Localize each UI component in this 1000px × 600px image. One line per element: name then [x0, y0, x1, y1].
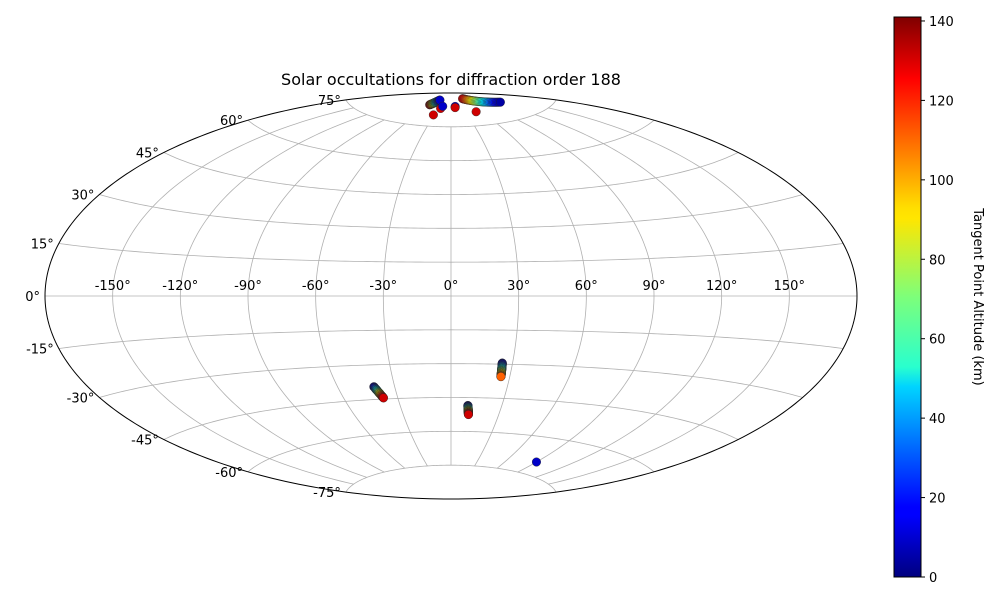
parallel-gridline: [58, 329, 844, 349]
colorbar-gradient: [893, 16, 922, 578]
colorbar-tick-label: 60: [929, 333, 946, 348]
parallel-gridline: [345, 99, 557, 128]
longitude-tick-label: 0°: [444, 279, 459, 294]
colorbar-label: Tangent Point Altitude (km): [970, 207, 985, 385]
latitude-tick-label: -15°: [26, 343, 54, 358]
occultation-point: [378, 393, 388, 403]
parallel-gridline: [99, 363, 803, 398]
occultation-point: [463, 410, 473, 420]
chart-title: Solar occultations for diffraction order…: [281, 70, 621, 89]
longitude-tick-label: -120°: [162, 279, 198, 294]
parallel-gridline: [247, 430, 655, 473]
parallel-gridline: [163, 152, 739, 195]
colorbar: 0 20 40 60 80 100 120 140 Tangent Point Altitud…: [893, 15, 985, 586]
occultation-point: [428, 110, 438, 120]
colorbar-tick-label: 20: [929, 492, 946, 507]
colorbar-tick-label: 140: [929, 15, 954, 30]
latitude-tick-label: 30°: [71, 189, 94, 204]
occultation-point: [531, 457, 541, 467]
parallel-gridline: [247, 119, 655, 162]
latitude-tick-label: -60°: [215, 466, 243, 481]
occultation-point: [495, 97, 505, 107]
points-layer: [369, 94, 541, 467]
parallel-gridline: [58, 243, 844, 263]
map-outline: [44, 92, 858, 500]
latitude-tick-label: 15°: [31, 238, 54, 253]
longitude-tick-label: -60°: [302, 279, 330, 294]
colorbar-tick-label: 80: [929, 253, 946, 268]
latitude-tick-labels: 75° 60° 45° 30° 15° 0° -15° -30° -45° -60° -75°: [25, 94, 341, 501]
longitude-tick-label: 60°: [575, 279, 598, 294]
longitude-tick-label: -30°: [369, 279, 397, 294]
occultation-point: [438, 101, 448, 111]
latitude-tick-label: 60°: [220, 114, 243, 129]
latitude-tick-label: -45°: [131, 434, 159, 449]
colorbar-tick-label: 40: [929, 412, 946, 427]
parallel-gridline: [345, 464, 557, 493]
longitude-tick-label: -150°: [95, 279, 131, 294]
occultation-point: [496, 372, 506, 382]
latitude-tick-label: -30°: [67, 392, 95, 407]
grid-layer: [45, 99, 857, 493]
colorbar-tick-label: 100: [929, 174, 954, 189]
longitude-tick-labels: -150° -120° -90° -60° -30° 0° 30° 60° 90° 120° 150…: [95, 279, 805, 294]
longitude-tick-label: 120°: [706, 279, 737, 294]
longitude-tick-label: 150°: [774, 279, 805, 294]
occultation-point: [450, 103, 460, 113]
latitude-tick-label: -75°: [313, 486, 341, 501]
latitude-tick-label: 0°: [25, 290, 40, 305]
latitude-tick-label: 75°: [318, 94, 341, 109]
longitude-tick-label: 90°: [642, 279, 665, 294]
longitude-tick-label: -90°: [234, 279, 262, 294]
latitude-tick-label: 45°: [136, 147, 159, 162]
parallel-gridline: [99, 194, 803, 229]
colorbar-ticks: 0 20 40 60 80 100 120 140: [921, 15, 954, 586]
colorbar-tick-label: 0: [929, 571, 937, 586]
longitude-tick-label: 30°: [507, 279, 530, 294]
occultation-point: [471, 107, 481, 117]
parallel-gridline: [163, 397, 739, 440]
colorbar-tick-label: 120: [929, 94, 954, 109]
